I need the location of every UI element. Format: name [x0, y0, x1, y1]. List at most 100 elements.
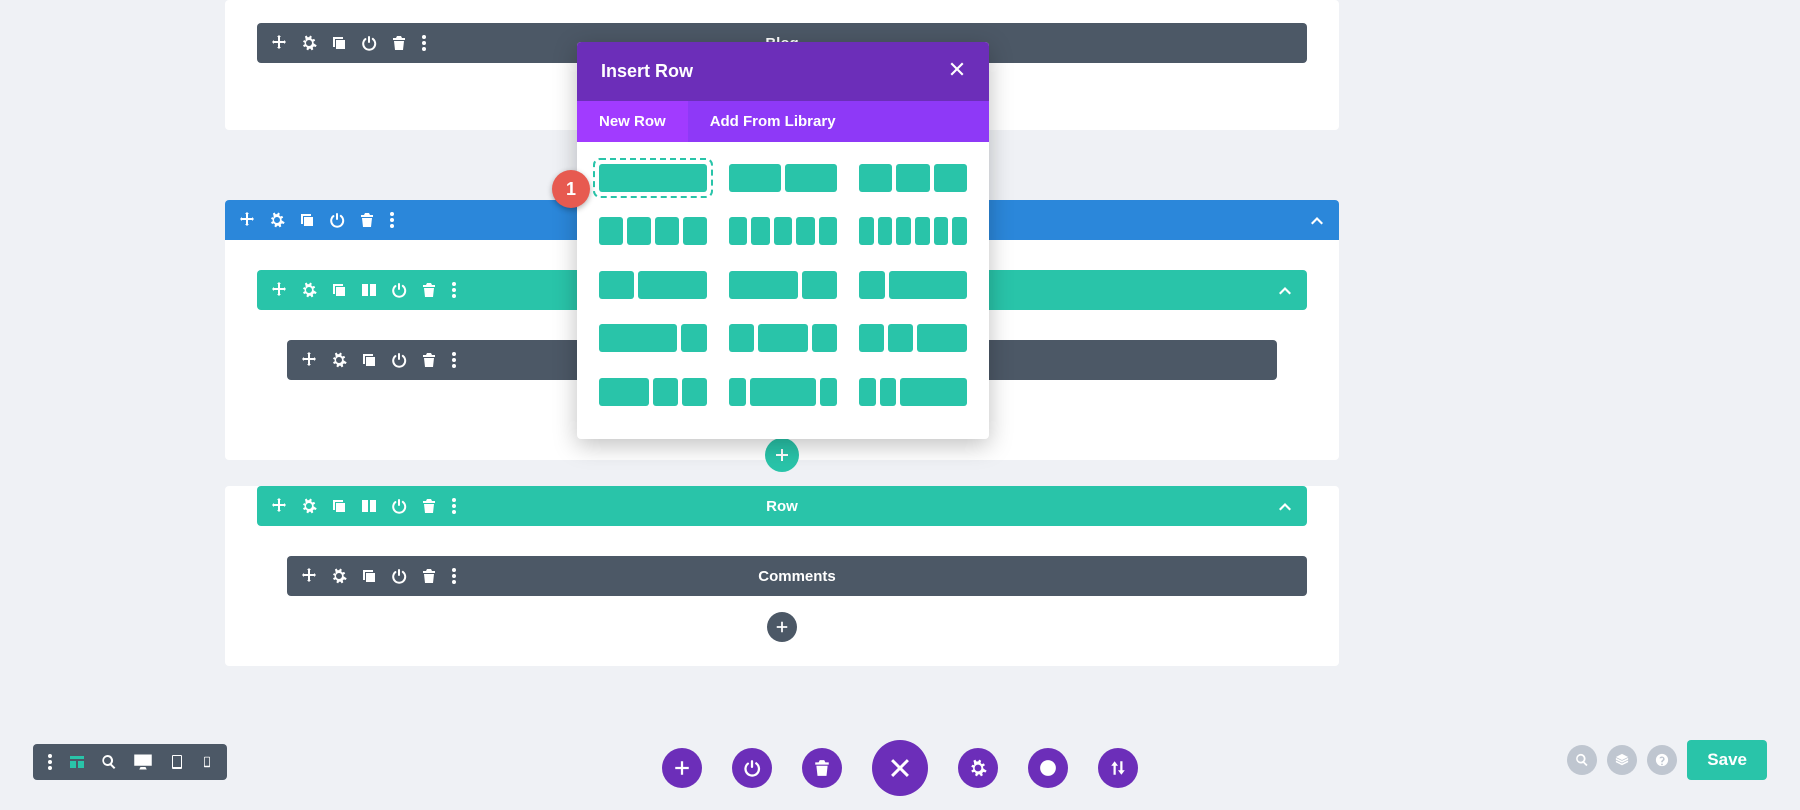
gear-icon[interactable] [331, 352, 347, 368]
layers-button[interactable] [1607, 745, 1637, 775]
collapse-icon[interactable] [1277, 282, 1293, 298]
dots-icon[interactable] [389, 212, 395, 228]
move-icon[interactable] [271, 35, 287, 51]
settings-button[interactable] [958, 748, 998, 788]
trash-icon[interactable] [421, 352, 437, 368]
move-icon[interactable] [301, 568, 317, 584]
trash-icon[interactable] [391, 35, 407, 51]
gear-icon[interactable] [331, 568, 347, 584]
dots-icon[interactable] [451, 498, 457, 514]
search-button[interactable] [1567, 745, 1597, 775]
trash-icon[interactable] [421, 498, 437, 514]
row-toolbar [271, 282, 457, 298]
layout-col [729, 324, 754, 352]
duplicate-icon[interactable] [331, 35, 347, 51]
power-icon[interactable] [391, 568, 407, 584]
move-icon[interactable] [271, 282, 287, 298]
layout-option-7[interactable] [729, 271, 837, 299]
power-icon[interactable] [391, 498, 407, 514]
trash-button[interactable] [802, 748, 842, 788]
duplicate-icon[interactable] [361, 568, 377, 584]
layout-col [750, 378, 817, 406]
module-toolbar [301, 568, 457, 584]
layout-option-12[interactable] [599, 378, 707, 406]
close-button[interactable] [872, 740, 928, 796]
power-icon[interactable] [391, 282, 407, 298]
sort-button[interactable] [1098, 748, 1138, 788]
phone-icon[interactable] [201, 754, 213, 770]
layout-col [859, 164, 892, 192]
save-button[interactable]: Save [1687, 740, 1767, 780]
layout-option-4[interactable] [729, 217, 837, 245]
wireframe-icon[interactable] [69, 754, 85, 770]
layout-col [859, 217, 874, 245]
dots-icon[interactable] [451, 282, 457, 298]
duplicate-icon[interactable] [361, 352, 377, 368]
dots-icon[interactable] [47, 754, 53, 770]
duplicate-icon[interactable] [331, 498, 347, 514]
gear-icon[interactable] [301, 35, 317, 51]
layout-grid [577, 142, 989, 439]
history-button[interactable] [1028, 748, 1068, 788]
layout-col [653, 378, 678, 406]
layout-col [859, 271, 885, 299]
module-toolbar [271, 35, 427, 51]
layout-col [729, 164, 781, 192]
tab-new-row[interactable]: New Row [577, 101, 688, 142]
help-button[interactable] [1647, 745, 1677, 775]
move-icon[interactable] [301, 352, 317, 368]
layout-col [900, 378, 967, 406]
gear-icon[interactable] [301, 498, 317, 514]
close-icon[interactable] [949, 60, 965, 83]
layout-col [751, 217, 769, 245]
tab-add-from-library[interactable]: Add From Library [688, 101, 858, 142]
layout-option-1[interactable] [729, 164, 837, 192]
layout-option-3[interactable] [599, 217, 707, 245]
power-icon[interactable] [391, 352, 407, 368]
layout-col [785, 164, 837, 192]
layout-option-14[interactable] [859, 378, 967, 406]
layout-option-10[interactable] [729, 324, 837, 352]
add-module-button[interactable] [767, 612, 797, 642]
collapse-icon[interactable] [1309, 212, 1325, 228]
section-toolbar [239, 212, 395, 228]
layout-option-13[interactable] [729, 378, 837, 406]
layout-option-8[interactable] [859, 271, 967, 299]
layout-col [796, 217, 814, 245]
power-icon[interactable] [329, 212, 345, 228]
row-bar-3[interactable]: Row [257, 486, 1307, 526]
layout-option-5[interactable] [859, 217, 967, 245]
dots-icon[interactable] [451, 352, 457, 368]
zoom-icon[interactable] [101, 754, 117, 770]
trash-icon[interactable] [421, 282, 437, 298]
layout-col [880, 378, 897, 406]
add-button[interactable] [662, 748, 702, 788]
power-button[interactable] [732, 748, 772, 788]
power-icon[interactable] [361, 35, 377, 51]
layout-col [599, 164, 707, 192]
layout-option-6[interactable] [599, 271, 707, 299]
layout-option-11[interactable] [859, 324, 967, 352]
tablet-icon[interactable] [169, 754, 185, 770]
move-icon[interactable] [239, 212, 255, 228]
layout-col [896, 217, 911, 245]
desktop-icon[interactable] [133, 754, 153, 770]
layout-option-0[interactable] [599, 164, 707, 192]
columns-icon[interactable] [361, 498, 377, 514]
trash-icon[interactable] [421, 568, 437, 584]
move-icon[interactable] [271, 498, 287, 514]
module-comments[interactable]: Comments [287, 556, 1307, 596]
gear-icon[interactable] [301, 282, 317, 298]
columns-icon[interactable] [361, 282, 377, 298]
duplicate-icon[interactable] [331, 282, 347, 298]
layout-option-9[interactable] [599, 324, 707, 352]
layout-option-2[interactable] [859, 164, 967, 192]
gear-icon[interactable] [269, 212, 285, 228]
duplicate-icon[interactable] [299, 212, 315, 228]
collapse-icon[interactable] [1277, 498, 1293, 514]
add-row-button[interactable] [765, 438, 799, 472]
dots-icon[interactable] [421, 35, 427, 51]
trash-icon[interactable] [359, 212, 375, 228]
dots-icon[interactable] [451, 568, 457, 584]
right-actions: Save [1567, 740, 1767, 780]
